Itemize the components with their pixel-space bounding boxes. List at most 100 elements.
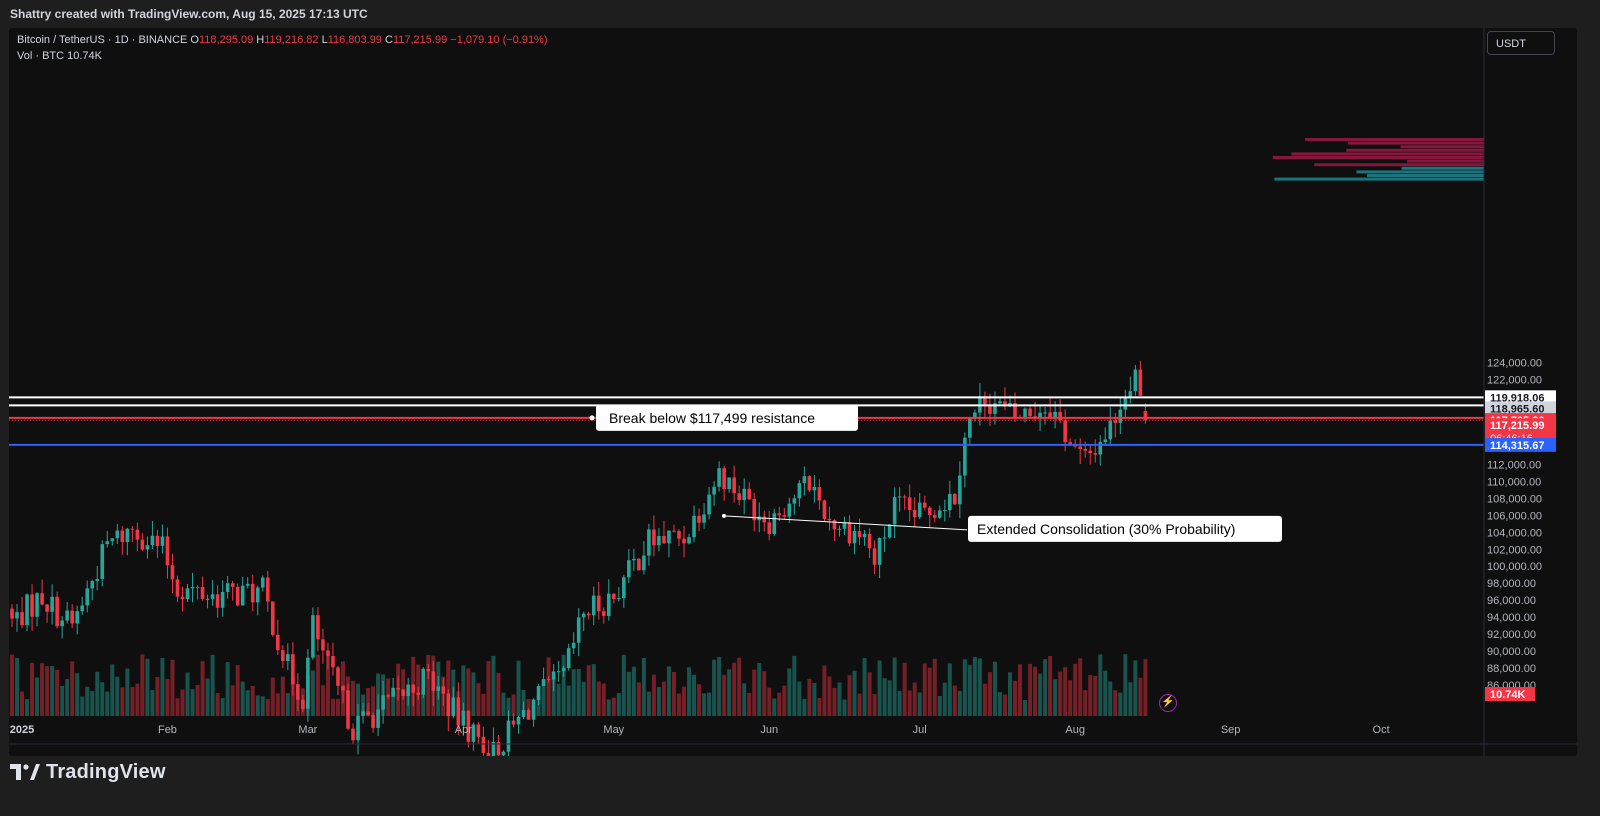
price-tag-blue: 114,315.67 (1490, 440, 1544, 452)
candlestick-chart[interactable]: Break below $117,499 resistance Extended … (9, 28, 1577, 756)
volume-profile-bar (1272, 156, 1484, 159)
candle-body (376, 709, 380, 728)
volume-bar (235, 665, 240, 716)
candle-body (296, 684, 300, 700)
volume-bar (1098, 654, 1103, 716)
volume-bar (952, 685, 957, 716)
volume-bar (867, 672, 872, 716)
volume-bar (917, 692, 922, 716)
candle-body (978, 396, 982, 413)
candle-body (471, 724, 476, 742)
candle-body (762, 516, 767, 523)
candle-body (1013, 403, 1017, 418)
volume-bar (927, 667, 932, 716)
y-tick-label: 102,000.00 (1487, 544, 1542, 556)
candle-body (486, 753, 491, 756)
candle-body (371, 715, 375, 728)
candle-body (782, 515, 787, 517)
volume-bar (772, 698, 777, 716)
candle-body (25, 594, 29, 626)
candle-body (1003, 401, 1007, 405)
candle-body (912, 510, 917, 518)
candle-body (180, 596, 185, 600)
candle-body (531, 700, 536, 720)
candle-body (988, 406, 992, 414)
candle-body (556, 671, 561, 673)
close-value: 117,215.99 (392, 34, 448, 46)
volume-bar (30, 662, 35, 716)
volume-bar (782, 685, 787, 716)
volume-bar (50, 665, 55, 716)
y-tick-label: 88,000.00 (1487, 663, 1536, 675)
candle-body (1048, 412, 1052, 418)
volume-bar (902, 662, 907, 716)
candle-body (326, 650, 330, 656)
y-tick-label: 90,000.00 (1487, 646, 1536, 658)
candle-body (867, 533, 872, 549)
volume-bar (60, 685, 65, 716)
chart-frame[interactable]: Break below $117,499 resistance Extended … (9, 28, 1577, 756)
tradingview-logo: TradingView (10, 760, 166, 784)
candle-body (311, 615, 315, 658)
candle-body (1118, 409, 1123, 423)
candle-body (857, 531, 862, 538)
volume-bar (225, 662, 230, 716)
candle-body (286, 654, 290, 662)
candle-body (10, 608, 14, 619)
candle-body (1078, 446, 1082, 449)
annotation-anchor-dot (589, 415, 595, 421)
candle-body (170, 565, 175, 580)
candle-body (230, 583, 235, 587)
volume-bar (651, 674, 656, 716)
volume-bar (180, 689, 185, 716)
lightning-icon[interactable]: ⚡ (1159, 694, 1177, 712)
x-tick-label: Mar (298, 724, 317, 736)
candle-body (110, 538, 115, 542)
candle-body (561, 668, 566, 672)
candle-body (366, 711, 370, 716)
volume-bar (1088, 674, 1093, 716)
candle-body (416, 692, 421, 695)
candle-body (250, 583, 255, 603)
volume-bar (150, 689, 155, 716)
candle-body (566, 648, 571, 669)
volume-bar (40, 663, 45, 716)
candle-body (752, 499, 757, 521)
volume-bar (185, 672, 190, 716)
volume-profile-bar (1401, 166, 1484, 170)
candle-body (15, 612, 19, 619)
candle-body (200, 587, 205, 599)
volume-bar (581, 681, 586, 716)
volume-bar (682, 686, 687, 716)
volume-bar (170, 659, 175, 716)
volume-bar (155, 676, 160, 716)
y-tick-label: 96,000.00 (1487, 595, 1536, 607)
annotation-anchor-dot (722, 513, 726, 518)
currency-button[interactable]: USDT (1487, 31, 1555, 55)
candle-body (351, 728, 355, 741)
candle-body (817, 486, 822, 501)
volume-bar (601, 683, 606, 716)
x-tick-label: May (603, 724, 624, 736)
volume-bar (737, 657, 742, 716)
candle-body (235, 586, 240, 606)
volume-bar (616, 693, 621, 716)
candle-body (496, 741, 501, 756)
tradingview-logo-icon (10, 764, 40, 780)
candle-body (551, 671, 556, 680)
volume-bar (120, 687, 125, 716)
volume-bar (1103, 670, 1108, 716)
volume-bar (10, 654, 14, 716)
candle-body (260, 577, 265, 588)
low-value: 116,803.99 (327, 34, 382, 46)
y-tick-label: 122,000.00 (1487, 375, 1542, 387)
y-tick-label: 112,000.00 (1487, 459, 1541, 471)
candle-body (571, 642, 576, 649)
volume-bar (461, 665, 466, 716)
volume-bar (245, 690, 250, 716)
candle-body (356, 715, 360, 741)
candle-body (657, 536, 661, 546)
volume-bar (210, 654, 215, 716)
candle-body (617, 598, 621, 600)
symbol-name: Bitcoin / TetherUS · 1D · BINANCE (17, 34, 188, 46)
